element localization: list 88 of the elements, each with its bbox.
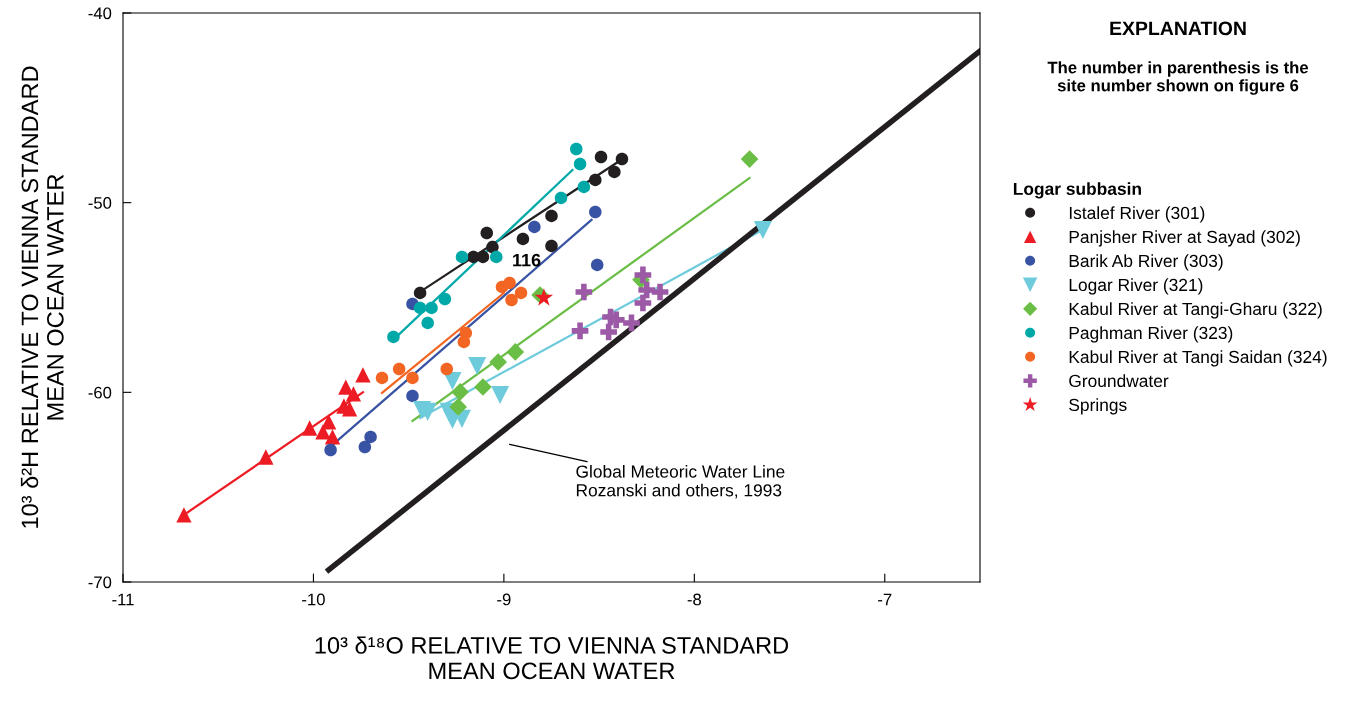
point: [425, 301, 438, 315]
point: [457, 335, 471, 349]
point: [571, 322, 589, 340]
legend-label: Groundwater: [1069, 374, 1169, 388]
point: [577, 180, 591, 194]
point: [503, 276, 516, 290]
point: [486, 240, 499, 254]
point: [302, 420, 318, 436]
point: [589, 205, 602, 219]
point: [451, 383, 469, 401]
point: [491, 385, 510, 405]
point: [455, 250, 469, 264]
legend-label: Kabul River at Tangi Saidan (324): [1069, 350, 1327, 367]
point: [440, 362, 454, 376]
y-tick-label: -70: [88, 576, 112, 589]
point: [364, 430, 377, 444]
point: [506, 343, 525, 361]
point: [573, 157, 587, 171]
point: [594, 150, 608, 164]
point: [516, 232, 530, 246]
point: [406, 389, 419, 403]
point: [341, 401, 358, 417]
point: [651, 283, 669, 301]
x-tick-label: -9: [497, 593, 511, 606]
point: [545, 209, 558, 223]
point: [753, 220, 772, 240]
point: [554, 191, 568, 205]
text: The number in parenthesis is the site number shown on figure 6: [1047, 61, 1309, 95]
point: [476, 250, 490, 264]
point: [490, 250, 503, 264]
legend-label: Panjsher River at Sayad (302): [1069, 230, 1300, 247]
point: [545, 239, 558, 253]
point: [528, 220, 541, 234]
x-tick-label: -7: [878, 593, 892, 606]
x-tick-label: -11: [112, 593, 134, 606]
legend-label: Istalef River (301): [1069, 206, 1205, 223]
point: [534, 288, 554, 306]
point: [474, 378, 492, 396]
point: [375, 371, 389, 385]
point: [421, 316, 434, 330]
y-tick-label: -50: [88, 197, 112, 209]
legend-label: Springs: [1069, 398, 1127, 415]
y-axis-title: 10³ δ²H RELATIVE TO VIENNA STANDARD MEAN OCEAN WATER: [20, 66, 64, 528]
point: [413, 286, 427, 300]
point: [607, 311, 625, 329]
text: EXPLANATION: [1110, 21, 1246, 36]
x-tick-label: -8: [687, 593, 702, 606]
point: [324, 429, 341, 445]
point: [176, 507, 192, 523]
point: [505, 293, 518, 307]
point: [468, 356, 487, 375]
legend-label: Barik Ab River (303): [1069, 254, 1223, 271]
point: [355, 367, 371, 383]
point: [514, 286, 528, 300]
point: [600, 323, 617, 341]
point: [634, 266, 652, 284]
annotation: 116: [513, 253, 541, 267]
point: [449, 398, 468, 416]
point: [608, 165, 621, 179]
y-tick-label: -60: [88, 386, 112, 399]
legend-label: Logar River (321): [1069, 278, 1203, 295]
point: [623, 314, 640, 332]
point: [406, 371, 419, 385]
point: [413, 301, 427, 315]
point: [480, 226, 493, 240]
point: [570, 142, 583, 156]
point: [589, 173, 602, 187]
point: [358, 440, 372, 454]
annotation: Global Meteoric Water Line Rozanski and others, 1993: [576, 464, 785, 499]
point: [489, 353, 508, 371]
point: [615, 152, 629, 166]
legend-label: Paghman River (323): [1069, 326, 1233, 343]
point: [634, 294, 652, 312]
point: [590, 258, 604, 272]
x-tick-label: -10: [302, 593, 325, 606]
point: [392, 362, 406, 376]
x-axis-title: 10³ δ¹⁸O RELATIVE TO VIENNA STANDARD MEAN OCEAN WATER: [315, 636, 789, 680]
y-tick-label: -40: [88, 7, 112, 20]
point: [324, 443, 337, 457]
point: [387, 330, 400, 344]
point: [345, 386, 362, 402]
point: [438, 292, 452, 306]
point: [575, 283, 593, 301]
legend-label: Kabul River at Tangi-Gharu (322): [1069, 302, 1322, 319]
point: [740, 150, 759, 168]
point: [321, 414, 337, 430]
legend-title: Logar subbasin: [1013, 182, 1141, 199]
point: [258, 449, 274, 465]
